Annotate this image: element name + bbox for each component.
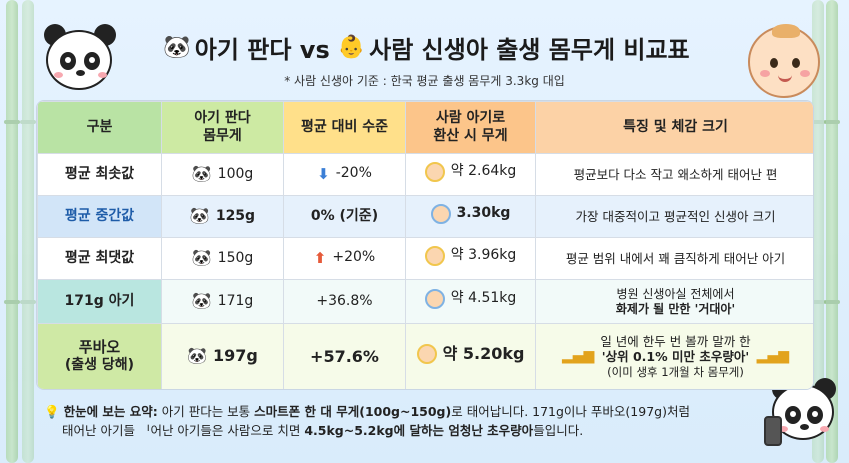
- human-weight-cell: 약 5.20kg: [405, 323, 536, 389]
- table-header-row: 구분 아기 판다 몸무게 평균 대비 수준 사람 아기로 환산 시 무게 특징 …: [37, 101, 813, 154]
- swaddled-baby-icon: [424, 288, 445, 309]
- table-row: 평균 최솟값 🐼 100g ⬇ -20% 약 2.64kg 평균보다 다소 작고 왜…: [37, 153, 813, 196]
- panda-icon: 🐼: [191, 164, 212, 184]
- swaddled-baby-icon: [430, 203, 451, 224]
- row-label: 171g 아기: [37, 279, 162, 324]
- panda-weight-cell: 🐼 100g: [161, 153, 284, 196]
- bar-chart-icon: ▂▄▆: [562, 347, 595, 364]
- header-gubun: 구분: [37, 101, 162, 154]
- bamboo-decoration-right-2: [810, 0, 826, 463]
- header-human-weight: 사람 아기로 환산 시 무게: [405, 101, 536, 154]
- bar-chart-icon: ▂▄▆: [756, 347, 789, 364]
- level-cell: ⬇ -20%: [283, 153, 406, 196]
- swaddled-baby-icon: [416, 343, 437, 364]
- page-title: 🐼 아기 판다 vs 👶 사람 신생아 출생 몸무게 비교표: [0, 30, 849, 65]
- panda-weight-cell: 🐼 150g: [161, 237, 284, 280]
- summary-line-2: 태어난 아기들 ᅵ어난 아기들은 사람으로 치면 4.5kg~5.2kg에 달하…: [62, 423, 584, 439]
- row-label: 평균 최댓값: [37, 237, 162, 280]
- bamboo-decoration-left: [4, 0, 20, 463]
- header-panda-weight: 아기 판다 몸무게: [161, 101, 284, 154]
- panda-icon: 🐼: [189, 206, 210, 226]
- human-weight-cell: 약 3.96kg: [405, 237, 536, 280]
- feature-cell: 평균보다 다소 작고 왜소하게 태어난 편: [535, 153, 813, 196]
- human-weight-cell: 약 4.51kg: [405, 279, 536, 324]
- summary-text: 💡 한눈에 보는 요약: 아기 판다는 보통 스마트폰 한 대 무게(100g~…: [44, 402, 764, 441]
- comparison-table: 구분 아기 판다 몸무게 평균 대비 수준 사람 아기로 환산 시 무게 특징 …: [36, 100, 814, 390]
- feature-cell: 평균 범위 내에서 꽤 큼직하게 태어난 아기: [535, 237, 813, 280]
- table-row: 171g 아기 🐼 171g +36.8% 약 4.51kg 병원 신생아실 전체…: [37, 279, 813, 324]
- level-cell: 0% (기준): [283, 195, 406, 238]
- header-level: 평균 대비 수준: [283, 101, 406, 154]
- table-row: 평균 중간값 🐼 125g 0% (기준) 3.30kg 가장 대중적이고 평균적…: [37, 195, 813, 238]
- panda-with-phone-icon: [762, 372, 846, 460]
- panda-weight-cell: 🐼 171g: [161, 279, 284, 324]
- title-part1: 아기 판다 vs: [194, 36, 330, 64]
- panda-icon: 🐼: [187, 346, 208, 366]
- bamboo-decoration-left-2: [20, 0, 36, 463]
- table-row: 푸바오 (출생 당해) 🐼 197g +57.6% 약 5.20kg ▂▄▆ 일 …: [37, 323, 813, 389]
- arrow-down-icon: ⬇: [317, 164, 330, 183]
- feature-cell: 병원 신생아실 전체에서 화제가 될 만한 '거대아': [535, 279, 813, 324]
- panda-weight-cell: 🐼 125g: [161, 195, 284, 238]
- title-part2: 사람 신생아 출생 몸무게 비교표: [369, 36, 690, 64]
- row-label: 평균 중간값: [37, 195, 162, 238]
- panda-face-icon: 🐼: [163, 35, 191, 60]
- level-cell: +36.8%: [283, 279, 406, 324]
- lightbulb-icon: 💡: [44, 404, 60, 419]
- panda-icon: 🐼: [191, 248, 212, 268]
- smartphone-icon: [764, 416, 782, 446]
- table-row: 평균 최댓값 🐼 150g ⬆ +20% 약 3.96kg 평균 범위 내에서 꽤 …: [37, 237, 813, 280]
- baby-face-icon: 👶: [337, 35, 366, 60]
- feature-cell: ▂▄▆ 일 년에 한두 번 볼까 말까 한 '상위 0.1% 미만 초우량아' …: [535, 323, 813, 389]
- panda-mascot-icon: [38, 16, 122, 104]
- feature-cell: 가장 대중적이고 평균적인 신생아 크기: [535, 195, 813, 238]
- panda-icon: 🐼: [191, 291, 212, 311]
- level-cell: +57.6%: [283, 323, 406, 389]
- baby-mascot-icon: [742, 20, 826, 108]
- swaddled-baby-icon: [424, 161, 445, 182]
- human-weight-cell: 약 2.64kg: [405, 153, 536, 196]
- panda-weight-cell: 🐼 197g: [161, 323, 284, 389]
- bamboo-decoration-right: [824, 0, 840, 463]
- level-cell: ⬆ +20%: [283, 237, 406, 280]
- swaddled-baby-icon: [424, 245, 445, 266]
- row-label: 푸바오 (출생 당해): [37, 323, 162, 389]
- row-label: 평균 최솟값: [37, 153, 162, 196]
- human-weight-cell: 3.30kg: [405, 195, 536, 238]
- arrow-up-icon: ⬆: [313, 248, 327, 267]
- subtitle-note: * 사람 신생아 기준 : 한국 평균 출생 몸무게 3.3kg 대입: [284, 74, 565, 88]
- header-feature: 특징 및 체감 크기: [535, 101, 813, 154]
